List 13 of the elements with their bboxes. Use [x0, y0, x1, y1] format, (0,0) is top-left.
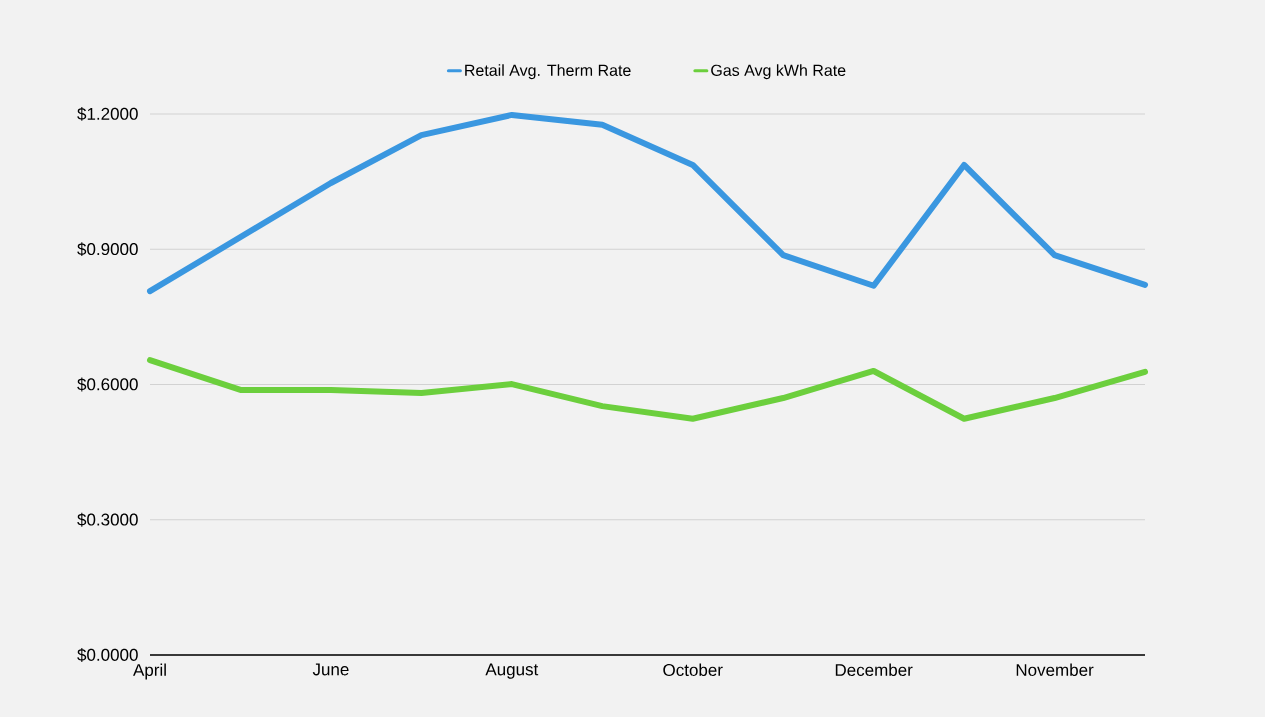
legend-label: Gas Avg kWh Rate [711, 64, 846, 80]
y-tick-label: $0.3000 [77, 512, 138, 527]
y-tick-label: $1.2000 [77, 107, 138, 121]
y-tick-label: $0.0000 [77, 648, 138, 662]
x-tick-label: October [663, 663, 723, 677]
x-tick-label: April [133, 663, 166, 680]
y-tick-label: $0.9000 [77, 242, 138, 257]
y-tick-label: $0.6000 [77, 377, 138, 392]
x-tick-label: November [1016, 663, 1094, 677]
x-tick-label: December [835, 663, 913, 677]
x-tick-label: August [485, 663, 539, 679]
x-tick-label: June [312, 663, 349, 676]
legend-label: Retail Avg. Therm Rate [465, 64, 631, 80]
